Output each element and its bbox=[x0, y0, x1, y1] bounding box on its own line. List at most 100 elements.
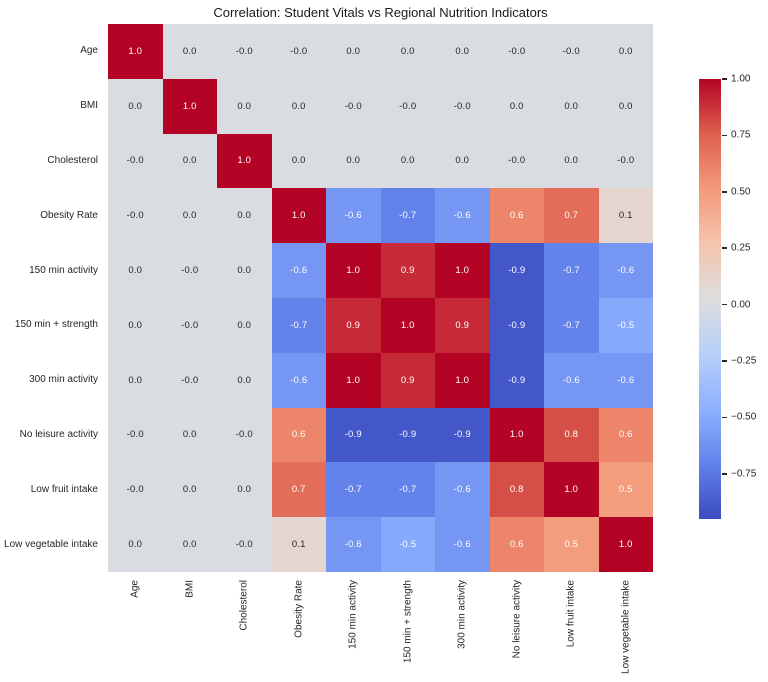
y-tick-label: 300 min activity bbox=[29, 374, 98, 386]
heatmap-cell: 0.0 bbox=[108, 78, 163, 134]
heatmap-cell: 0.9 bbox=[380, 243, 435, 298]
colorbar-tick-label: −0.50 bbox=[731, 411, 757, 423]
heatmap-cell: 0.6 bbox=[598, 407, 653, 463]
heatmap-cell: 0.0 bbox=[162, 462, 217, 518]
heatmap-cell: -0.5 bbox=[598, 297, 653, 353]
heatmap-cell: -0.7 bbox=[544, 297, 599, 353]
heatmap-cell: -0.0 bbox=[162, 243, 217, 298]
heatmap-cell: 1.0 bbox=[326, 352, 381, 408]
heatmap-cell: 1.0 bbox=[326, 243, 381, 298]
heatmap-cell: 0.0 bbox=[435, 133, 490, 189]
colorbar-tick-mark bbox=[722, 303, 727, 306]
y-tick-label: Obesity Rate bbox=[40, 209, 98, 221]
heatmap-cell: -0.7 bbox=[271, 297, 326, 353]
heatmap-cell: 0.0 bbox=[598, 78, 653, 134]
heatmap-cell: 0.0 bbox=[271, 133, 326, 189]
heatmap-cell: 0.0 bbox=[162, 24, 217, 79]
colorbar-tick-label: 0.50 bbox=[731, 186, 751, 198]
heatmap-cell: 0.9 bbox=[326, 297, 381, 353]
heatmap-cell: 0.0 bbox=[435, 24, 490, 79]
heatmap-cell: -0.0 bbox=[271, 24, 326, 79]
heatmap-cell: -0.0 bbox=[108, 462, 163, 518]
heatmap-cell: -0.0 bbox=[108, 133, 163, 189]
heatmap-cell: 0.5 bbox=[544, 517, 599, 572]
heatmap-cell: -0.7 bbox=[380, 188, 435, 244]
colorbar-gradient bbox=[699, 79, 721, 519]
heatmap-cell: -0.6 bbox=[326, 188, 381, 244]
colorbar-tick-mark bbox=[722, 360, 727, 362]
heatmap-cell: -0.0 bbox=[380, 78, 435, 134]
heatmap-cell: 1.0 bbox=[217, 133, 272, 189]
heatmap-cell: -0.7 bbox=[380, 462, 435, 518]
heatmap-cell: -0.9 bbox=[489, 243, 544, 298]
heatmap-cell: -0.6 bbox=[544, 352, 599, 408]
heatmap-cell: 0.9 bbox=[380, 352, 435, 408]
heatmap-cell: 1.0 bbox=[435, 352, 490, 408]
heatmap-cell: 0.0 bbox=[326, 133, 381, 189]
x-tick-label: No leisure activity bbox=[511, 580, 523, 659]
heatmap-cell: 0.8 bbox=[544, 407, 599, 463]
y-tick-label: No leisure activity bbox=[19, 429, 98, 440]
heatmap-cell: 0.0 bbox=[380, 24, 435, 79]
heatmap-cell: 1.0 bbox=[598, 517, 653, 572]
colorbar-tick-mark bbox=[722, 78, 727, 80]
heatmap-cell: 0.0 bbox=[217, 352, 272, 408]
heatmap-cell: -0.0 bbox=[108, 188, 163, 244]
heatmap-cell: 0.6 bbox=[489, 517, 544, 572]
heatmap-cell: 0.0 bbox=[271, 78, 326, 134]
heatmap-cell: 0.0 bbox=[108, 297, 163, 353]
heatmap-cell: -0.0 bbox=[598, 133, 653, 189]
heatmap-cell: -0.9 bbox=[489, 297, 544, 353]
heatmap-cell: -0.6 bbox=[326, 517, 381, 572]
heatmap-cell: 0.8 bbox=[489, 462, 544, 518]
heatmap-cell: 0.0 bbox=[544, 133, 599, 189]
x-tick-label: Age bbox=[129, 580, 141, 598]
heatmap-cell: -0.0 bbox=[489, 133, 544, 189]
y-tick-label: Cholesterol bbox=[47, 155, 98, 166]
y-tick-label: Low fruit intake bbox=[30, 483, 98, 495]
heatmap-cell: 0.0 bbox=[380, 133, 435, 189]
heatmap-cell: 0.6 bbox=[271, 407, 326, 463]
heatmap-cell: 0.5 bbox=[598, 462, 653, 518]
heatmap-cell: -0.9 bbox=[380, 407, 435, 463]
y-tick-label: BMI bbox=[80, 100, 98, 112]
colorbar-tick-mark bbox=[722, 134, 727, 137]
heatmap-cell: 0.0 bbox=[108, 352, 163, 408]
heatmap-cell: -0.0 bbox=[217, 407, 272, 463]
heatmap-cell: -0.0 bbox=[544, 24, 599, 79]
y-tick-label: 150 min activity bbox=[29, 264, 98, 276]
heatmap-cell: -0.5 bbox=[380, 517, 435, 572]
chart-title: Correlation: Student Vitals vs Regional … bbox=[213, 5, 548, 20]
heatmap-cell: 0.0 bbox=[217, 297, 272, 353]
heatmap-cell: -0.9 bbox=[489, 352, 544, 408]
heatmap-cell: -0.0 bbox=[489, 24, 544, 79]
colorbar-tick-label: 0.00 bbox=[731, 299, 751, 311]
y-tick-label: Low vegetable intake bbox=[4, 538, 98, 550]
heatmap-cell: 0.0 bbox=[162, 517, 217, 572]
heatmap-cell: 0.0 bbox=[544, 78, 599, 134]
colorbar-tick-label: 1.00 bbox=[731, 73, 751, 85]
x-tick-label: Obesity Rate bbox=[293, 580, 305, 638]
x-tick-label: Cholesterol bbox=[238, 580, 250, 631]
heatmap-cell: 0.0 bbox=[598, 24, 653, 79]
colorbar-tick-mark bbox=[722, 416, 727, 419]
heatmap-cell: 0.0 bbox=[162, 407, 217, 463]
heatmap-cell: 0.0 bbox=[217, 462, 272, 518]
heatmap-cell: 0.7 bbox=[544, 188, 599, 244]
heatmap-cell: -0.0 bbox=[217, 517, 272, 572]
heatmap-cell: 0.7 bbox=[271, 462, 326, 518]
x-tick-label: 150 min + strength bbox=[402, 580, 414, 664]
colorbar-tick-label: 0.75 bbox=[731, 129, 751, 141]
heatmap-cell: 0.0 bbox=[217, 243, 272, 298]
colorbar-tick-label: −0.25 bbox=[731, 355, 757, 367]
y-tick-label: Age bbox=[80, 45, 98, 57]
heatmap-cell: 0.0 bbox=[217, 78, 272, 134]
heatmap-cell: -0.0 bbox=[162, 352, 217, 408]
heatmap-cell: -0.0 bbox=[108, 407, 163, 463]
heatmap-cell: 0.0 bbox=[162, 133, 217, 189]
heatmap-cell: 0.1 bbox=[598, 188, 653, 244]
heatmap-cell: -0.7 bbox=[544, 243, 599, 298]
heatmap-cell: 0.9 bbox=[435, 297, 490, 353]
heatmap-grid: 1.0 0.0 -0.0 -0.0 0.0 0.0 0.0 -0.0 -0.0 0.0 0.0 1.0… bbox=[108, 24, 653, 572]
